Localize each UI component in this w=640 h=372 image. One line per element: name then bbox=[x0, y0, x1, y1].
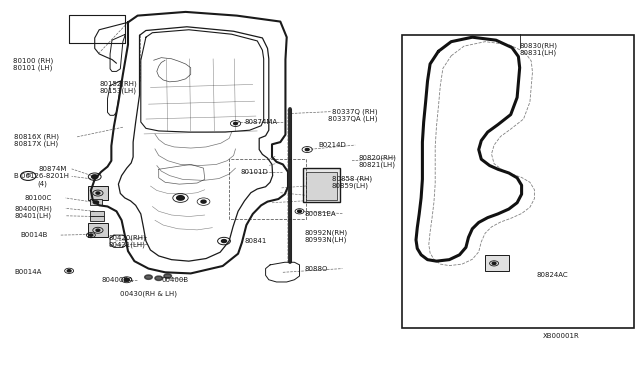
Circle shape bbox=[89, 234, 93, 236]
Text: 80874M: 80874M bbox=[38, 166, 67, 172]
Text: 80821(LH): 80821(LH) bbox=[358, 161, 396, 168]
Text: 80817X (LH): 80817X (LH) bbox=[14, 141, 58, 147]
Text: 80400(RH): 80400(RH) bbox=[14, 205, 52, 212]
Text: 80100 (RH): 80100 (RH) bbox=[13, 57, 53, 64]
Circle shape bbox=[492, 262, 496, 264]
Bar bbox=[402, 35, 634, 328]
Text: 80993N(LH): 80993N(LH) bbox=[305, 236, 347, 243]
Text: (4): (4) bbox=[37, 180, 47, 187]
Text: 80101 (LH): 80101 (LH) bbox=[13, 64, 52, 71]
Text: B0014B: B0014B bbox=[20, 232, 48, 238]
Text: 80400BA: 80400BA bbox=[101, 277, 133, 283]
Text: 00430(RH & LH): 00430(RH & LH) bbox=[120, 291, 177, 297]
Text: 80337Q (RH): 80337Q (RH) bbox=[332, 108, 377, 115]
Text: 80820(RH): 80820(RH) bbox=[358, 154, 396, 161]
Text: 8088O: 8088O bbox=[305, 266, 328, 272]
Circle shape bbox=[155, 276, 163, 280]
Text: 80152(RH): 80152(RH) bbox=[99, 80, 137, 87]
Text: B: B bbox=[26, 173, 30, 179]
Text: 80859(LH): 80859(LH) bbox=[332, 182, 369, 189]
Circle shape bbox=[164, 274, 172, 278]
Circle shape bbox=[298, 210, 301, 212]
Circle shape bbox=[96, 192, 100, 194]
Text: B 06126-8201H: B 06126-8201H bbox=[14, 173, 69, 179]
FancyBboxPatch shape bbox=[90, 216, 104, 221]
Text: 80101D: 80101D bbox=[241, 169, 268, 175]
Text: XB00001R: XB00001R bbox=[543, 333, 579, 339]
Text: 80830(RH): 80830(RH) bbox=[520, 42, 557, 49]
Circle shape bbox=[92, 175, 98, 179]
Text: 80153(LH): 80153(LH) bbox=[99, 87, 136, 94]
Text: 80337QA (LH): 80337QA (LH) bbox=[328, 115, 377, 122]
Text: 80858 (RH): 80858 (RH) bbox=[332, 175, 372, 182]
Circle shape bbox=[67, 270, 71, 272]
Text: 80421(LH): 80421(LH) bbox=[109, 241, 146, 248]
Circle shape bbox=[305, 148, 309, 151]
FancyBboxPatch shape bbox=[306, 172, 337, 200]
Circle shape bbox=[96, 229, 100, 231]
Text: 00400B: 00400B bbox=[161, 277, 188, 283]
Circle shape bbox=[124, 278, 129, 281]
Circle shape bbox=[221, 240, 227, 243]
Circle shape bbox=[93, 201, 99, 204]
FancyBboxPatch shape bbox=[88, 223, 108, 237]
Circle shape bbox=[145, 275, 152, 279]
Text: 80420(RH): 80420(RH) bbox=[109, 234, 147, 241]
FancyBboxPatch shape bbox=[485, 255, 509, 271]
Text: 80992N(RH): 80992N(RH) bbox=[305, 229, 348, 236]
FancyBboxPatch shape bbox=[90, 211, 104, 216]
Text: 80816X (RH): 80816X (RH) bbox=[14, 134, 59, 140]
Text: 80824AC: 80824AC bbox=[536, 272, 568, 278]
Text: 80841: 80841 bbox=[244, 238, 267, 244]
Text: 80831(LH): 80831(LH) bbox=[520, 49, 557, 56]
Circle shape bbox=[177, 196, 184, 200]
FancyBboxPatch shape bbox=[303, 168, 340, 202]
Text: B0214D: B0214D bbox=[319, 142, 346, 148]
Text: 80401(LH): 80401(LH) bbox=[14, 212, 51, 219]
Text: 80081EA: 80081EA bbox=[305, 211, 336, 217]
Circle shape bbox=[234, 122, 237, 125]
Text: 80100C: 80100C bbox=[24, 195, 52, 201]
FancyBboxPatch shape bbox=[88, 186, 108, 200]
Text: B0014A: B0014A bbox=[14, 269, 42, 275]
Text: 80874MA: 80874MA bbox=[244, 119, 278, 125]
FancyBboxPatch shape bbox=[90, 199, 102, 205]
Circle shape bbox=[201, 200, 206, 203]
